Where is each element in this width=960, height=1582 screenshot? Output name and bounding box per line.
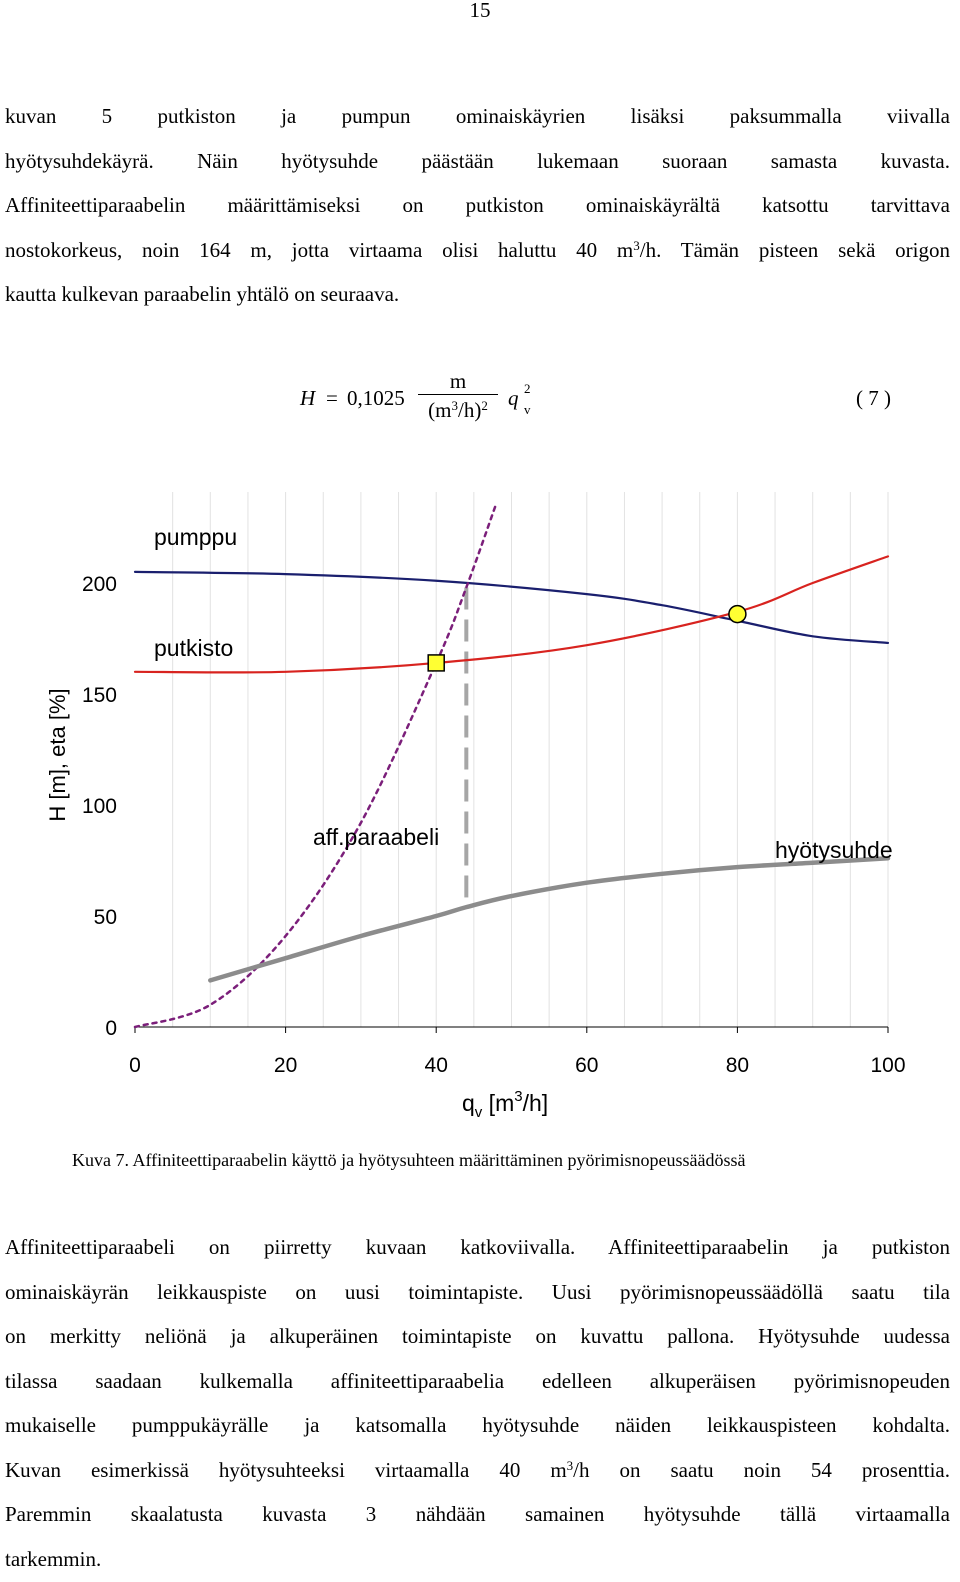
equation-lhs: H bbox=[300, 386, 316, 410]
text-line: ominaiskäyrän leikkauspiste on uusi toim… bbox=[5, 1279, 950, 1304]
equation-variable: q bbox=[508, 386, 519, 410]
chart-axes: 0 20 40 60 80 100 0 50 100 150 200 bbox=[82, 573, 906, 1077]
series-label-aff-paraabeli: aff.paraabeli bbox=[313, 824, 439, 850]
text-line: hyötysuhdekäyrä. Näin hyötysuhde päästää… bbox=[5, 148, 950, 173]
series-label-pumppu: pumppu bbox=[154, 524, 237, 550]
chart-markers bbox=[427, 604, 747, 672]
y-tick-label: 200 bbox=[82, 573, 117, 596]
text-line: Paremmin skaalatusta kuvasta 3 nähdään s… bbox=[5, 1502, 950, 1526]
text-line: nostokorkeus, noin 164 m, jotta virtaama… bbox=[5, 237, 950, 262]
page-number: 15 bbox=[469, 0, 491, 22]
series-line-hyotysuhde bbox=[208, 856, 891, 983]
x-tick-label: 20 bbox=[274, 1054, 297, 1077]
equation-number: ( 7 ) bbox=[856, 386, 891, 410]
text-line: kautta kulkevan paraabelin yhtälö on seu… bbox=[5, 282, 400, 306]
body-paragraph: Affiniteettiparaabeli on piirretty kuvaa… bbox=[5, 1225, 950, 1581]
equation-variable-subscript: v bbox=[524, 402, 531, 417]
text-line: kuvan 5 putkiston ja pumpun ominaiskäyri… bbox=[5, 104, 950, 128]
equation-fraction: m (m3/h)2 bbox=[418, 368, 498, 425]
new-operating-point-marker bbox=[427, 654, 445, 672]
original-operating-point-marker bbox=[728, 604, 747, 624]
equation-numerator: m bbox=[418, 368, 498, 395]
chart-gridlines bbox=[172, 492, 889, 1027]
y-tick-label: 150 bbox=[82, 684, 117, 707]
x-tick-label: 0 bbox=[129, 1054, 141, 1077]
equation-denominator: (m3/h)2 bbox=[428, 398, 488, 422]
series-label-putkisto: putkisto bbox=[154, 635, 233, 661]
equation-variable-exponent: 2 bbox=[524, 381, 531, 396]
equation-coefficient: 0,1025 bbox=[347, 386, 405, 410]
text-line: on merkitty neliönä ja alkuperäinen toim… bbox=[5, 1324, 950, 1348]
series-label-hyotysuhde: hyötysuhde bbox=[775, 837, 893, 863]
y-tick-label: 100 bbox=[82, 795, 117, 818]
equation-7: H = 0,1025 m (m3/h)2 q 2 v ( 7 ) bbox=[300, 368, 910, 438]
x-tick-label: 80 bbox=[726, 1054, 749, 1077]
equation-equals: = bbox=[326, 386, 338, 410]
efficiency-chart: 0 20 40 60 80 100 0 50 100 150 200 pumppu putkisto… bbox=[45, 492, 906, 1121]
y-tick-label: 50 bbox=[94, 906, 117, 929]
text-line: tarkemmin. bbox=[5, 1546, 102, 1571]
text-line: Kuvan esimerkissä hyötysuhteeksi virtaam… bbox=[5, 1457, 950, 1482]
text-line: mukaiselle pumppukäyrälle ja katsomalla … bbox=[5, 1413, 950, 1437]
text-line: Affiniteettiparaabelin määrittämiseksi o… bbox=[5, 193, 950, 217]
series-line-pumppu bbox=[133, 570, 890, 645]
x-tick-label: 100 bbox=[870, 1054, 905, 1077]
x-tick-label: 60 bbox=[575, 1054, 598, 1077]
y-tick-label: 0 bbox=[105, 1017, 117, 1040]
chart-labels: pumppu putkisto aff.paraabeli hyötysuhde… bbox=[45, 524, 893, 1121]
x-tick-label: 40 bbox=[425, 1054, 448, 1077]
intro-paragraph: kuvan 5 putkiston ja pumpun ominaiskäyri… bbox=[5, 94, 950, 317]
x-axis-title: qv [m3/h] bbox=[462, 1088, 548, 1121]
series-line-putkisto bbox=[133, 555, 890, 674]
y-axis-title: H [m], eta [%] bbox=[45, 688, 70, 821]
text-line: Affiniteettiparaabeli on piirretty kuvaa… bbox=[5, 1235, 950, 1259]
figure-caption: Kuva 7. Affiniteettiparaabelin käyttö ja… bbox=[72, 1150, 746, 1170]
chart-series bbox=[133, 501, 891, 1029]
text-line: tilassa saadaan kulkemalla affiniteettip… bbox=[5, 1368, 950, 1393]
series-line-aff-paraabeli bbox=[133, 501, 498, 1029]
